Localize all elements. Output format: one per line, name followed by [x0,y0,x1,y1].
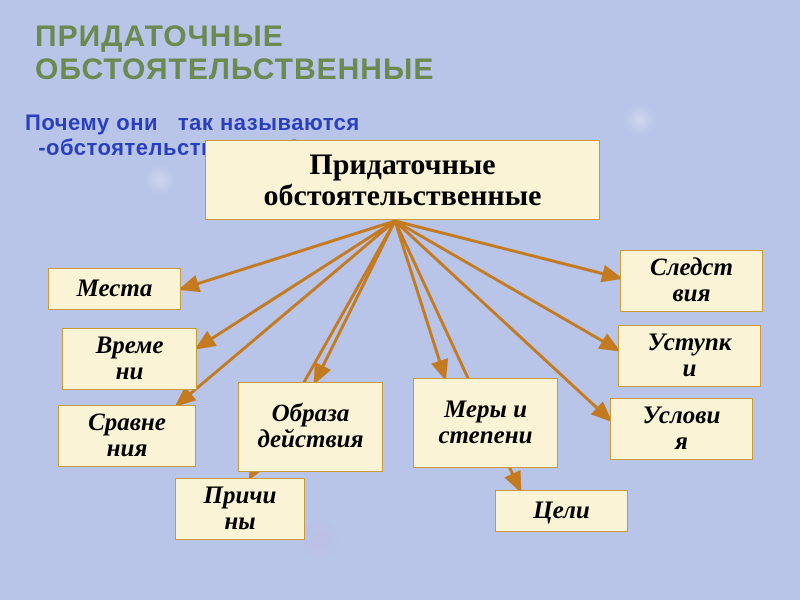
node-sledstviya: Следст вия [620,250,763,312]
node-label: Услови я [643,403,721,456]
connector-obraza [315,221,395,382]
title-line1: ПРИДАТОЧНЫЕ [35,20,434,53]
root-node: Придаточные обстоятельственные [205,140,600,220]
connector-mesta [181,221,395,289]
node-label: Следст вия [650,255,733,308]
node-label: Меры и степени [438,397,532,450]
connector-vremeni [197,221,395,348]
node-label: Сравне ния [88,410,166,463]
node-label: Време ни [96,333,164,386]
node-mery: Меры и степени [413,378,558,468]
node-label: Цели [533,498,590,524]
node-obraza: Образа действия [238,382,383,472]
node-label: Места [77,276,153,302]
connector-sledstviya [395,221,620,278]
node-label: Причи ны [204,483,277,536]
connector-mery [395,221,445,378]
node-mesta: Места [48,268,181,310]
node-tseli: Цели [495,490,628,532]
slide-title: ПРИДАТОЧНЫЕ ОБСТОЯТЕЛЬСТВЕННЫЕ [35,20,434,86]
node-label: Образа действия [258,401,364,454]
node-label: Уступк и [648,330,732,383]
subtitle-line1: Почему они так называются [25,110,360,135]
title-line2: ОБСТОЯТЕЛЬСТВЕННЫЕ [35,53,434,86]
node-ustupki: Уступк и [618,325,761,387]
node-sravneniya: Сравне ния [58,405,196,467]
connector-ustupki [395,221,618,350]
node-usloviya: Услови я [610,398,753,460]
node-vremeni: Време ни [62,328,197,390]
node-label: Придаточные обстоятельственные [264,149,542,212]
node-prichiny: Причи ны [175,478,305,540]
connector-sravneniya [177,221,395,405]
